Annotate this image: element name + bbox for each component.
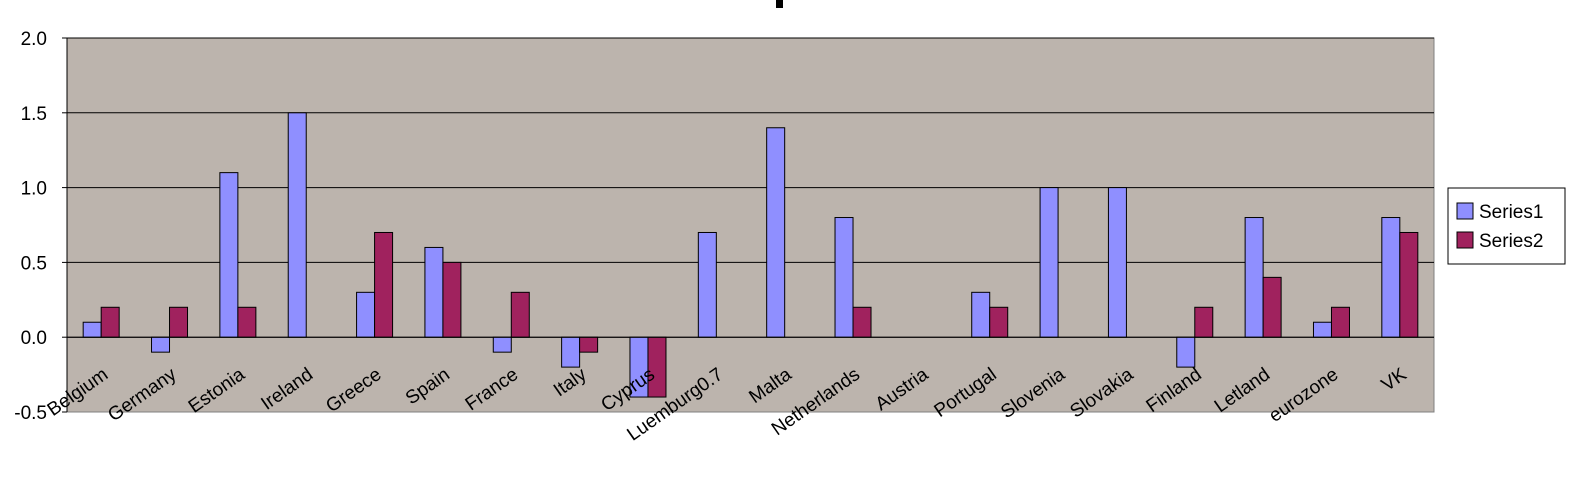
bar-series2-vk bbox=[1399, 231, 1419, 338]
bar-series1-portugal bbox=[971, 291, 991, 338]
bar-series1-netherlands bbox=[834, 217, 854, 338]
bar-series1-ireland bbox=[287, 112, 307, 338]
bar-series1-malta bbox=[766, 127, 786, 338]
bar-series1-eurozone bbox=[1312, 321, 1332, 338]
bar-series2-germany bbox=[169, 306, 189, 338]
legend-swatch bbox=[1456, 202, 1474, 220]
bar-series2-greece bbox=[374, 231, 394, 338]
legend-label: Series2 bbox=[1479, 231, 1543, 252]
y-tick-label: -0.5 bbox=[14, 403, 47, 424]
bar-series1-finland bbox=[1176, 336, 1196, 368]
legend-swatch bbox=[1456, 231, 1474, 249]
bar-series2-spain bbox=[442, 261, 462, 338]
bar-series2-eurozone bbox=[1330, 306, 1350, 338]
bar-series1-germany bbox=[151, 336, 171, 353]
bar-series2-letland bbox=[1262, 276, 1282, 338]
y-axis: 2.0 1.5 1.0 0.5 0.0 -0.5 bbox=[14, 29, 68, 424]
y-tick-label: 2.0 bbox=[21, 29, 47, 50]
bar-series1-letland bbox=[1244, 217, 1264, 338]
bar-series2-estonia bbox=[237, 306, 257, 338]
bar-series2-france bbox=[510, 291, 530, 338]
legend-label: Series1 bbox=[1479, 202, 1543, 223]
y-tick-label: 1.5 bbox=[21, 104, 47, 125]
bar-series2-italy bbox=[579, 336, 599, 353]
y-tick-label: 0.0 bbox=[21, 328, 47, 349]
legend-box bbox=[1447, 187, 1566, 265]
bar-series1-france bbox=[492, 336, 512, 353]
bar-series1-estonia bbox=[219, 172, 239, 338]
bar-series1-slovenia bbox=[1039, 187, 1059, 338]
bar-series2-portugal bbox=[989, 306, 1009, 338]
bar-series1-slovakia bbox=[1107, 187, 1127, 338]
y-tick-label: 1.0 bbox=[21, 179, 47, 200]
bar-series1-italy bbox=[561, 336, 581, 368]
bar-series2-netherlands bbox=[852, 306, 872, 338]
bar-series1-spain bbox=[424, 246, 444, 338]
bar-series1-vk bbox=[1381, 217, 1401, 338]
plot-background bbox=[66, 37, 1435, 413]
bar-series1-luemburg0-7 bbox=[697, 231, 717, 338]
bar-series2-finland bbox=[1194, 306, 1214, 338]
legend: Series1 Series2 bbox=[1447, 187, 1566, 265]
plot-area bbox=[66, 37, 1435, 413]
bar-series2-belgium bbox=[100, 306, 120, 338]
small-marker bbox=[776, 0, 783, 8]
bar-series1-greece bbox=[356, 291, 376, 338]
bar-series2-cyprus bbox=[647, 336, 667, 398]
y-tick-label: 0.5 bbox=[21, 253, 47, 274]
bars bbox=[67, 112, 1434, 398]
bar-series1-belgium bbox=[82, 321, 102, 338]
